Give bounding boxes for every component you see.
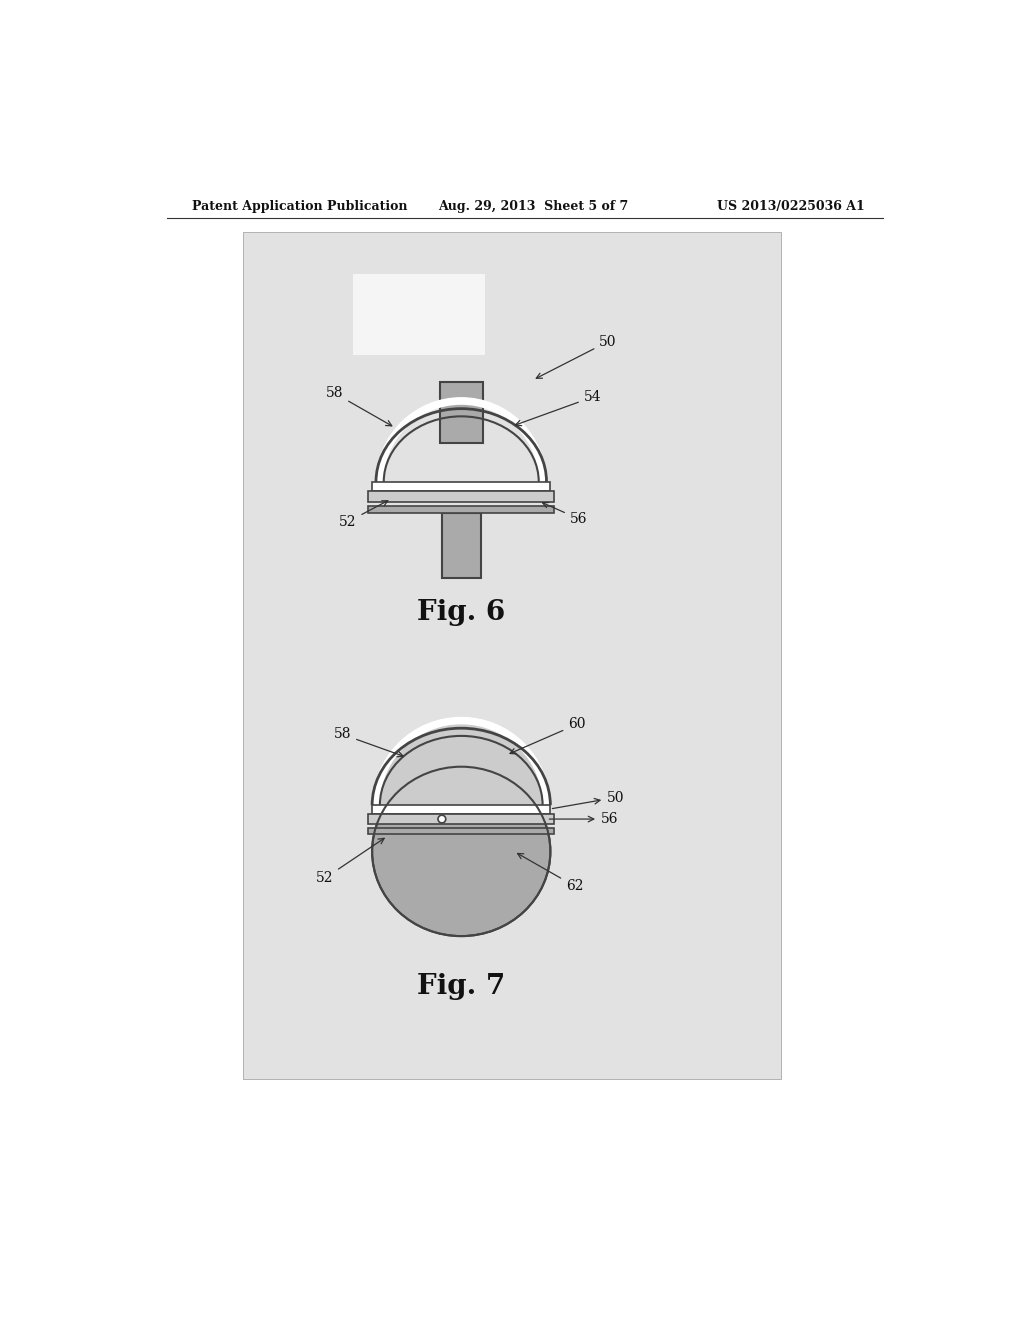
Ellipse shape <box>372 767 550 936</box>
FancyBboxPatch shape <box>369 506 554 512</box>
FancyBboxPatch shape <box>369 813 554 824</box>
FancyBboxPatch shape <box>372 482 550 491</box>
Text: 54: 54 <box>515 391 601 425</box>
FancyBboxPatch shape <box>243 231 781 1078</box>
Text: 52: 52 <box>339 500 388 529</box>
Text: US 2013/0225036 A1: US 2013/0225036 A1 <box>717 199 864 213</box>
Text: 58: 58 <box>334 727 403 756</box>
FancyBboxPatch shape <box>369 828 554 834</box>
Wedge shape <box>376 397 547 482</box>
FancyBboxPatch shape <box>372 805 550 813</box>
FancyBboxPatch shape <box>442 512 480 578</box>
Wedge shape <box>372 717 550 805</box>
Text: 52: 52 <box>315 838 384 886</box>
Wedge shape <box>372 717 550 805</box>
Text: Aug. 29, 2013  Sheet 5 of 7: Aug. 29, 2013 Sheet 5 of 7 <box>438 199 629 213</box>
Text: 58: 58 <box>326 387 392 426</box>
Text: 62: 62 <box>517 854 584 894</box>
FancyBboxPatch shape <box>352 275 484 355</box>
Text: 50: 50 <box>537 335 616 379</box>
Text: 56: 56 <box>549 812 618 826</box>
Text: Patent Application Publication: Patent Application Publication <box>191 199 408 213</box>
Circle shape <box>438 816 445 822</box>
Text: Fig. 6: Fig. 6 <box>417 599 506 626</box>
Text: Fig. 7: Fig. 7 <box>417 973 506 999</box>
FancyBboxPatch shape <box>440 381 483 444</box>
Text: 56: 56 <box>543 503 587 525</box>
Text: 50: 50 <box>552 791 625 809</box>
Text: 60: 60 <box>510 717 586 754</box>
FancyBboxPatch shape <box>369 491 554 502</box>
